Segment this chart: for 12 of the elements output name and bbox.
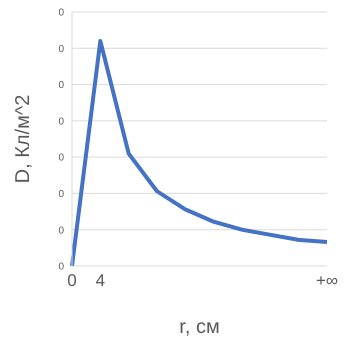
y-tick-label: 0: [58, 116, 64, 128]
x-axis-title: r, см: [179, 316, 220, 338]
x-tick-label: +∞: [316, 271, 338, 290]
y-tick-label: 0: [58, 44, 64, 55]
y-tick-label: 0: [58, 8, 64, 19]
x-tick-label: 4: [96, 271, 106, 290]
y-tick-label: 0: [58, 225, 64, 236]
y-tick-label: 0: [58, 80, 64, 92]
y-axis-title: D, Кл/м^2: [12, 94, 34, 184]
y-tick-label: 0: [58, 152, 64, 164]
y-tick-label: 0: [58, 188, 64, 200]
y-tick-label: 0: [58, 262, 64, 273]
